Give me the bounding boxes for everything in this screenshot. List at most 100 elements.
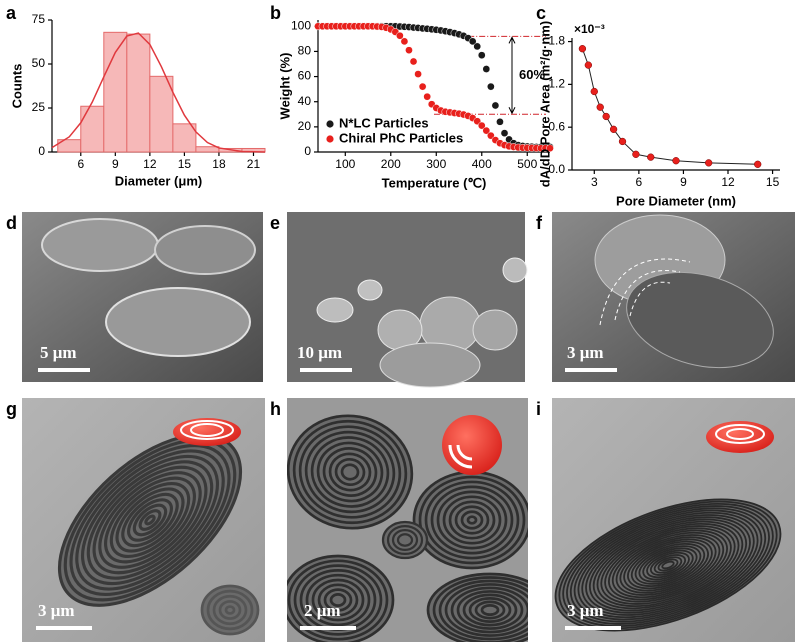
x-tick-label: 9 — [680, 175, 687, 189]
data-point — [409, 57, 418, 66]
lamella-ring — [450, 586, 528, 634]
x-tick-label: 500 — [517, 157, 537, 171]
lamella-ring — [638, 547, 698, 583]
micrograph-e — [287, 212, 528, 388]
scale-bar-label: 10 μm — [297, 343, 342, 362]
data-point — [546, 144, 554, 153]
x-tick-label: 6 — [636, 175, 643, 189]
micrograph-d — [22, 212, 263, 382]
y-tick-label: 1.2 — [548, 77, 565, 91]
data-point — [477, 121, 486, 130]
y-tick-label: 0.6 — [548, 119, 565, 133]
x-axis-label: Pore Diameter (nm) — [616, 193, 736, 208]
lamella-ring — [646, 551, 690, 579]
x-tick-label: 400 — [472, 157, 492, 171]
data-line — [581, 48, 758, 165]
data-point — [477, 51, 486, 60]
lamella-ring — [661, 560, 675, 570]
lamella-ring — [558, 500, 778, 630]
panel-label: f — [536, 213, 543, 233]
lamella-ring — [642, 549, 694, 581]
data-point — [396, 31, 404, 40]
lamella-ring — [292, 419, 408, 525]
lamella-ring — [577, 511, 759, 619]
data-point — [500, 129, 509, 137]
legend-label: Chiral PhC Particles — [339, 130, 463, 145]
data-point — [473, 42, 482, 51]
lamella-ring — [442, 495, 502, 545]
lamella-ring — [480, 604, 500, 616]
lamella-ring — [328, 452, 372, 492]
lamella-ring — [127, 498, 173, 542]
data-point — [578, 45, 587, 53]
y-tick-label: 100 — [291, 18, 311, 32]
lamella-ring — [436, 490, 508, 550]
panel-label: a — [6, 3, 17, 23]
lamella-ring — [109, 481, 191, 559]
y-tick-label: 0 — [304, 144, 311, 158]
lamella-ring — [304, 430, 396, 514]
x-tick-label: 15 — [178, 157, 192, 171]
data-point — [423, 92, 432, 101]
bar — [103, 31, 128, 153]
lamella-ring — [566, 505, 770, 625]
lamella-ring — [287, 414, 414, 530]
lamella-ring — [448, 500, 496, 540]
lamella-ring — [212, 594, 248, 626]
micrograph-h — [287, 398, 528, 642]
legend-marker — [326, 120, 334, 128]
lamella-ring — [653, 556, 683, 574]
data-point — [487, 82, 495, 91]
scale-bar-label: 3 μm — [567, 343, 604, 362]
axis-multiplier: ×10⁻³ — [574, 22, 605, 36]
lamella-ring — [86, 460, 214, 580]
lamella-ring — [138, 509, 162, 531]
lamella-ring — [604, 527, 732, 603]
lamella-ring — [581, 514, 755, 616]
panel-label: e — [270, 213, 280, 233]
data-point — [414, 70, 422, 78]
x-tick-label: 21 — [247, 157, 261, 171]
lamella-ring — [456, 590, 524, 630]
lamella-ring — [340, 463, 360, 481]
lamella-ring — [454, 505, 490, 535]
lamella-ring — [391, 529, 419, 551]
x-axis-label: Temperature (℃) — [382, 175, 487, 190]
panel-label: c — [536, 3, 546, 23]
data-point — [491, 101, 500, 110]
micrograph-f — [552, 212, 795, 382]
y-tick-label: 1.8 — [548, 34, 565, 48]
data-point — [618, 137, 627, 146]
lamella-ring — [444, 583, 528, 637]
lamella-ring — [386, 524, 424, 556]
lamella-ring — [98, 471, 202, 569]
lamella-ring — [323, 588, 353, 612]
lamella-ring — [611, 531, 725, 599]
data-point — [482, 126, 491, 135]
data-point — [602, 112, 610, 121]
lamella-ring — [573, 509, 763, 621]
data-point — [482, 65, 491, 73]
scale-bar-label: 5 μm — [40, 343, 77, 362]
lamella-ring — [144, 514, 156, 526]
lamella-ring — [418, 475, 526, 565]
y-tick-label: 40 — [298, 94, 312, 108]
lamella-ring — [474, 600, 506, 620]
lamella-ring — [287, 554, 395, 642]
data-point — [418, 82, 427, 91]
lamella-ring — [460, 510, 484, 530]
x-tick-label: 300 — [426, 157, 446, 171]
lamella-ring — [608, 529, 728, 601]
data-point — [754, 160, 762, 168]
lamella-ring — [623, 538, 713, 592]
x-tick-label: 18 — [212, 157, 226, 171]
data-point — [405, 46, 413, 55]
lamella-ring — [569, 507, 767, 623]
panel-label: d — [6, 213, 17, 233]
lamella-ring — [75, 449, 225, 591]
bar — [149, 75, 174, 153]
arrow-head — [508, 36, 516, 115]
data-point — [496, 117, 504, 126]
